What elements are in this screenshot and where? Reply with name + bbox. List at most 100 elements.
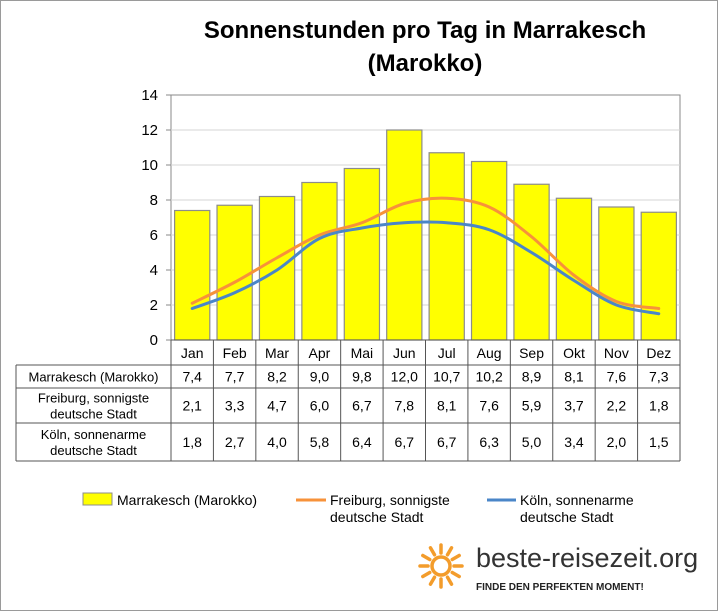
- table-cell-value: 5,0: [522, 434, 542, 450]
- point-freiburg: [318, 234, 321, 237]
- point-koeln: [488, 228, 491, 231]
- brand-tagline: FINDE DEN PERFEKTEN MOMENT!: [476, 582, 644, 593]
- bar-marrakesch: [598, 206, 635, 341]
- table-cell-value: 8,1: [437, 398, 457, 414]
- table-cell-value: 8,9: [522, 369, 542, 385]
- table-row-label: Marrakesch (Marokko): [28, 370, 158, 385]
- bar-marrakesch: [386, 129, 423, 341]
- table-cell-value: 6,7: [395, 434, 415, 450]
- sun-ray-icon: [428, 546, 437, 557]
- point-freiburg: [191, 302, 194, 305]
- point-freiburg: [657, 307, 660, 310]
- table-row-label: deutsche Stadt: [50, 407, 137, 422]
- table-cell-value: 1,8: [649, 398, 669, 414]
- y-tick-label: 12: [141, 122, 158, 139]
- point-koeln: [403, 221, 406, 224]
- table-cell-value: 9,0: [310, 369, 330, 385]
- table-cell-value: 3,3: [225, 398, 245, 414]
- y-tick-label: 8: [150, 192, 158, 209]
- table-cell-value: 1,5: [649, 434, 669, 450]
- x-tick-label: Mai: [351, 345, 374, 361]
- legend-label: deutsche Stadt: [330, 509, 424, 525]
- bar-marrakesch: [174, 209, 211, 341]
- legend-label: deutsche Stadt: [520, 509, 614, 525]
- chart-title-line: Sonnenstunden pro Tag in Marrakesch: [204, 17, 646, 44]
- x-tick-label: Apr: [309, 345, 331, 361]
- bar-marrakesch: [640, 211, 677, 341]
- legend-label: Freiburg, sonnigste: [330, 492, 450, 508]
- table-cell-value: 5,9: [522, 398, 542, 414]
- bar-marrakesch: [428, 152, 465, 341]
- sun-ray-icon: [421, 553, 432, 562]
- y-tick-label: 4: [150, 262, 158, 279]
- bar-marrakesch: [555, 197, 593, 341]
- bar-marrakesch: [470, 160, 508, 341]
- x-tick-label: Jul: [438, 345, 456, 361]
- sun-ray-icon: [421, 570, 432, 579]
- table-row-label: deutsche Stadt: [50, 443, 137, 458]
- sun-ray-icon: [445, 546, 454, 557]
- sun-ray-icon: [428, 575, 437, 586]
- point-freiburg: [572, 274, 575, 277]
- table-cell-value: 4,7: [267, 398, 287, 414]
- table-cell-value: 4,0: [267, 434, 287, 450]
- table-cell-value: 6,4: [352, 434, 372, 450]
- point-koeln: [657, 312, 660, 315]
- table-cell-value: 3,4: [564, 434, 584, 450]
- table-cell-value: 3,7: [564, 398, 584, 414]
- line-freiburg: [190, 196, 661, 310]
- y-tick-label: 0: [150, 332, 158, 349]
- bar-marrakesch: [513, 183, 550, 341]
- x-tick-label: Okt: [563, 345, 585, 361]
- x-tick-label: Sep: [519, 345, 544, 361]
- point-koeln: [615, 304, 618, 307]
- point-koeln: [445, 221, 448, 224]
- table-cell-value: 8,1: [564, 369, 584, 385]
- x-tick-label: Jan: [181, 345, 204, 361]
- point-koeln: [360, 227, 363, 230]
- table-row-label: Köln, sonnenarme: [41, 427, 147, 442]
- point-freiburg: [445, 197, 448, 200]
- x-tick-label: Mar: [265, 345, 289, 361]
- table-cell-value: 5,8: [310, 434, 330, 450]
- sun-ray-icon: [445, 575, 454, 586]
- table-cell-value: 2,1: [182, 398, 202, 414]
- table-cell-value: 7,8: [395, 398, 415, 414]
- point-koeln: [276, 269, 279, 272]
- point-koeln: [530, 251, 533, 254]
- legend-swatch-marrakesch: [82, 492, 113, 506]
- table-cell-value: 2,7: [225, 434, 245, 450]
- sun-logo-icon: [430, 555, 452, 577]
- x-tick-label: Nov: [604, 345, 629, 361]
- point-freiburg: [233, 281, 236, 284]
- point-koeln: [318, 237, 321, 240]
- legend-label: Köln, sonnenarme: [520, 492, 634, 508]
- table-cell-value: 7,6: [479, 398, 499, 414]
- plot-area: [170, 94, 681, 341]
- point-freiburg: [615, 300, 618, 303]
- table-cell-value: 2,2: [607, 398, 627, 414]
- table-cell-value: 9,8: [352, 369, 372, 385]
- point-freiburg: [403, 202, 406, 205]
- point-freiburg: [530, 235, 533, 238]
- point-koeln: [572, 279, 575, 282]
- sun-ray-icon: [450, 553, 461, 562]
- y-tick-label: 6: [150, 227, 158, 244]
- point-koeln: [191, 307, 194, 310]
- bar-marrakesch: [216, 204, 253, 341]
- y-tick-label: 10: [141, 157, 158, 174]
- table-cell-value: 7,3: [649, 369, 669, 385]
- table-cell-value: 7,7: [225, 369, 245, 385]
- point-freiburg: [276, 256, 279, 259]
- sun-ray-icon: [450, 570, 461, 579]
- point-koeln: [233, 291, 236, 294]
- table-cell-value: 8,2: [267, 369, 287, 385]
- x-tick-label: Aug: [477, 345, 502, 361]
- bar-marrakesch: [343, 167, 381, 341]
- bar-marrakesch: [301, 181, 338, 341]
- point-freiburg: [488, 206, 491, 209]
- table-cell-value: 6,3: [479, 434, 499, 450]
- table-cell-value: 12,0: [391, 369, 418, 385]
- table-cell-value: 10,2: [476, 369, 503, 385]
